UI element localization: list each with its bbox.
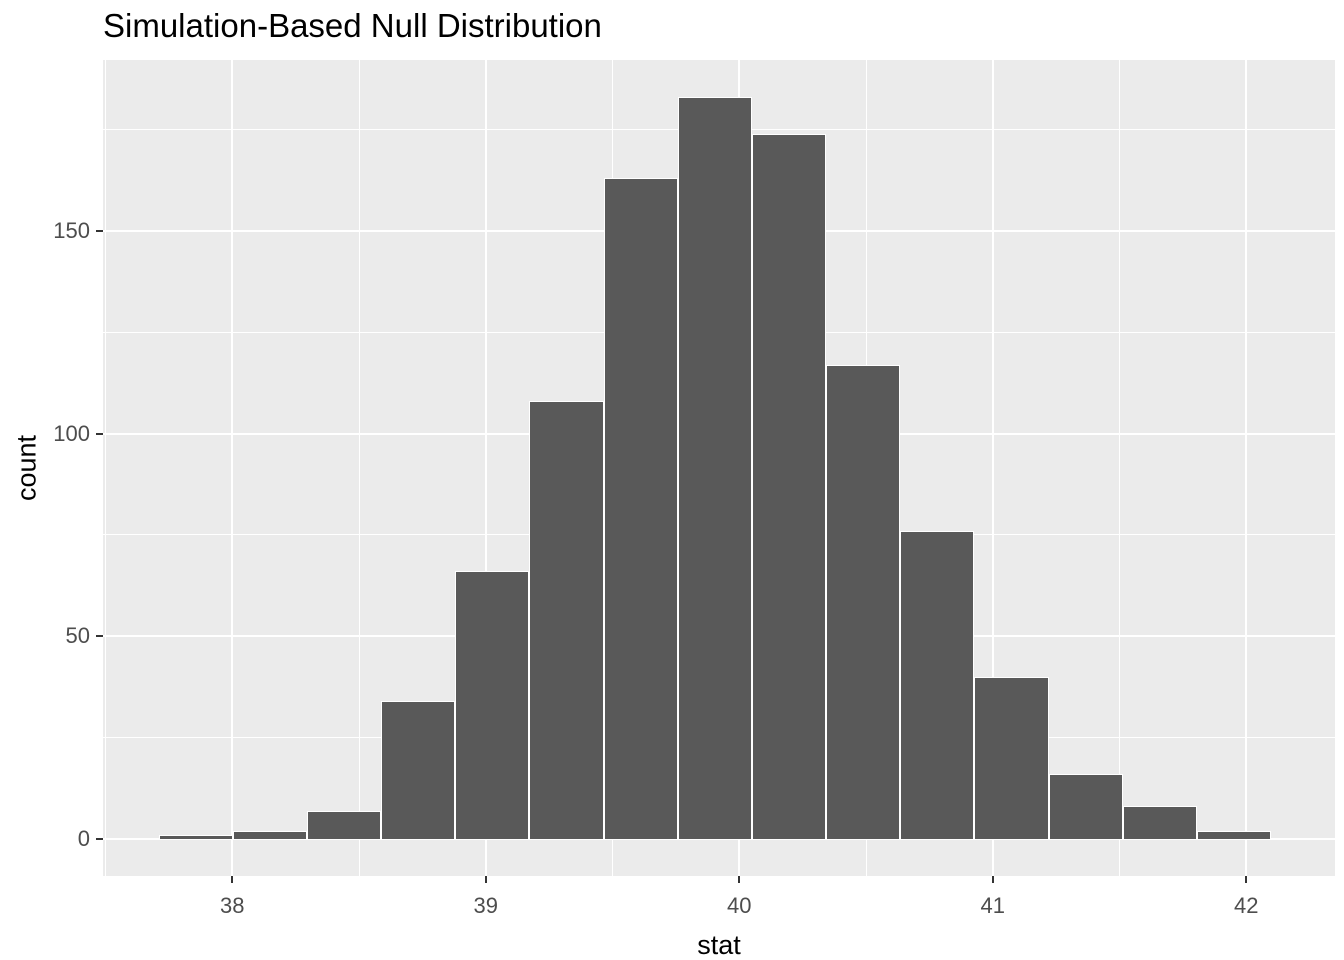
x-tick-mark — [231, 876, 234, 883]
x-tick-label: 42 — [1234, 893, 1259, 918]
y-tick-label: 100 — [53, 420, 90, 446]
y-tick-mark — [96, 432, 103, 435]
x-tick-label: 40 — [727, 893, 752, 918]
histogram-bar — [677, 97, 752, 839]
y-tick-label: 50 — [65, 623, 90, 649]
x-major-gridline — [991, 60, 994, 876]
histogram-bar — [455, 571, 530, 839]
x-major-gridline — [231, 60, 234, 876]
histogram-bar — [826, 364, 901, 839]
y-tick-label: 0 — [77, 825, 90, 851]
histogram-bar — [900, 530, 975, 839]
x-axis-title: stat — [697, 930, 741, 960]
x-minor-gridline — [105, 60, 107, 876]
y-tick-mark — [96, 837, 103, 840]
x-tick-label: 39 — [473, 893, 499, 918]
x-major-gridline — [1245, 60, 1248, 876]
plot-panel — [103, 60, 1335, 876]
x-tick-mark — [484, 876, 487, 883]
histogram-bar — [381, 701, 456, 839]
x-tick-label: 38 — [220, 893, 245, 918]
histogram-bar — [232, 830, 307, 839]
x-minor-gridline — [1119, 60, 1121, 876]
y-axis-title: count — [11, 434, 42, 502]
histogram-bar — [1196, 830, 1272, 839]
histogram-bar — [306, 810, 382, 839]
y-tick-mark — [96, 229, 103, 232]
y-tick-label: 150 — [53, 217, 90, 243]
histogram-bar — [1048, 774, 1123, 839]
x-minor-gridline — [358, 60, 360, 876]
x-tick-mark — [738, 876, 741, 883]
y-major-gridline — [103, 837, 1335, 840]
x-tick-mark — [1245, 876, 1248, 883]
histogram-bar — [603, 178, 678, 839]
histogram-bar — [529, 401, 604, 839]
x-tick-label: 41 — [980, 893, 1006, 918]
chart-title: Simulation-Based Null Distribution — [103, 7, 602, 44]
histogram-bar — [1122, 806, 1197, 839]
x-major-gridline — [484, 60, 487, 876]
histogram-bar — [158, 834, 233, 839]
x-tick-mark — [991, 876, 994, 883]
histogram-bar — [751, 133, 827, 839]
y-tick-mark — [96, 635, 103, 638]
histogram-bar — [974, 676, 1049, 839]
